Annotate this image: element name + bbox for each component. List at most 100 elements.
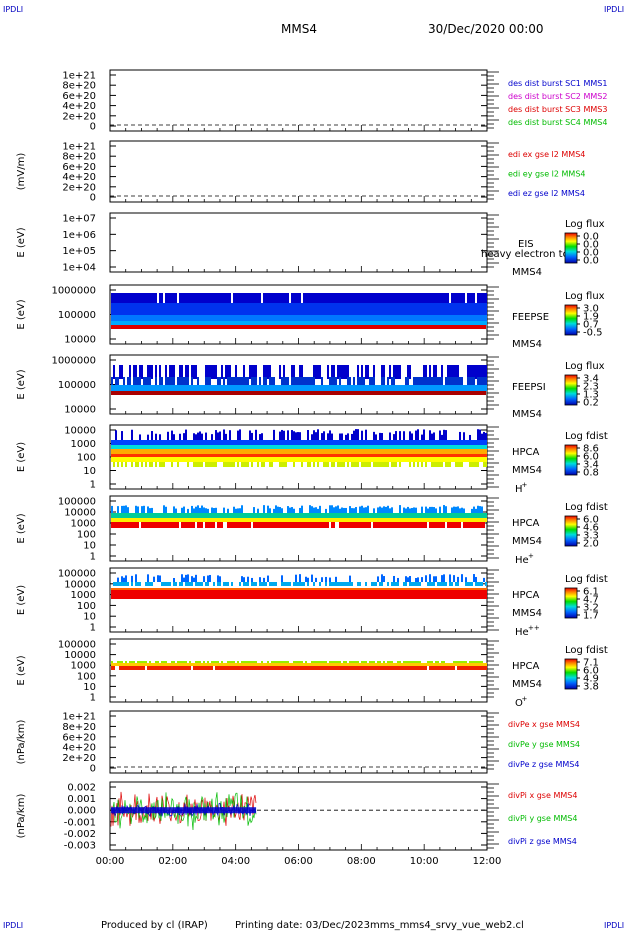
spec-feepse-top bbox=[203, 293, 205, 303]
spec-o-yellow bbox=[163, 663, 165, 666]
spec-he2-red bbox=[223, 590, 225, 599]
spec-feepsi-dots2 bbox=[223, 377, 225, 387]
spec-he-red bbox=[161, 522, 163, 528]
spec-feepsi-dots2 bbox=[449, 377, 451, 387]
spec-h-yellow bbox=[383, 457, 385, 462]
spec-feepsi-dots2 bbox=[205, 377, 207, 387]
spec-he2-blue bbox=[207, 575, 209, 582]
spec-feepse-mid bbox=[363, 303, 365, 315]
spec-o-red bbox=[253, 666, 255, 670]
spec-he-yellow bbox=[293, 518, 295, 522]
spec-h-yellow bbox=[461, 457, 463, 462]
spec-feepse-mid bbox=[475, 303, 477, 315]
spec-feepse-mid bbox=[295, 303, 297, 315]
spec-he2-orange bbox=[431, 588, 433, 590]
spec-feepsi-blue bbox=[393, 385, 395, 391]
spec-feepsi-dots bbox=[361, 365, 363, 379]
spec-he-yellow bbox=[369, 518, 371, 522]
spec-he2-red bbox=[295, 590, 297, 599]
spec-h-blue bbox=[365, 429, 367, 440]
spec-feepsi-dots2 bbox=[457, 377, 459, 387]
spec-h-orange bbox=[389, 449, 391, 454]
spec-he2-red bbox=[353, 590, 355, 599]
spec-h-blue bbox=[215, 430, 217, 440]
spec-o-green bbox=[253, 661, 255, 663]
spec-o-red bbox=[429, 666, 431, 670]
colorbar-feepse bbox=[564, 304, 578, 336]
spec-o-green bbox=[353, 661, 355, 663]
spec-he-yellow bbox=[473, 518, 475, 522]
spec-feepse-low bbox=[177, 315, 179, 321]
spec-h-blue bbox=[321, 433, 323, 440]
spec-he2-cyan bbox=[359, 582, 361, 586]
spec-feepsi-dots2 bbox=[145, 377, 147, 387]
spec-h-yellow bbox=[377, 457, 379, 462]
spec-he-teal bbox=[113, 513, 115, 518]
spec-feepse-mid bbox=[341, 303, 343, 315]
spec-he2-blue bbox=[429, 574, 431, 582]
spec-he-red bbox=[351, 522, 353, 528]
spec-feepsi-dots2 bbox=[283, 377, 285, 387]
spec-o-yellow bbox=[183, 663, 185, 666]
spec-feepse-low bbox=[263, 315, 265, 321]
spec-h-red bbox=[143, 454, 145, 457]
spec-h-orange bbox=[335, 449, 337, 454]
spec-he-blue bbox=[309, 505, 311, 513]
spec-he-blue bbox=[351, 508, 353, 513]
spec-he2-red bbox=[473, 590, 475, 599]
spec-feepse-mid bbox=[287, 303, 289, 315]
spec-feepse-low bbox=[223, 315, 225, 321]
spec-feepsi-dots bbox=[121, 365, 123, 379]
spec-o-yellow bbox=[353, 663, 355, 666]
spec-feepse-cyan bbox=[323, 321, 325, 325]
spec-he-blue bbox=[319, 505, 321, 513]
spec-he-yellow bbox=[343, 518, 345, 522]
spec-h-cyan bbox=[205, 445, 207, 449]
spec-o-red bbox=[277, 666, 279, 670]
spec-h-red bbox=[349, 454, 351, 457]
spec-feepse-mid bbox=[205, 303, 207, 315]
spec-o-red bbox=[399, 666, 401, 670]
spec-o-green bbox=[301, 661, 303, 663]
spec-h-yellowgreen bbox=[301, 462, 303, 467]
spec-feepsi-blue bbox=[159, 385, 161, 391]
spec-h-cyan bbox=[269, 445, 271, 449]
spec-feepsi-blue bbox=[279, 385, 281, 391]
spec-h-blue2 bbox=[189, 440, 191, 445]
spec-feepsi-blue bbox=[433, 385, 435, 391]
spec-h-yellowgreen bbox=[375, 462, 377, 467]
spec-h-orange bbox=[179, 449, 181, 454]
spec-feepse-top bbox=[415, 293, 417, 303]
spec-feepse-mid bbox=[115, 303, 117, 315]
spec-o-green bbox=[267, 661, 269, 663]
spec-he2-red bbox=[431, 590, 433, 599]
spec-o-red bbox=[209, 666, 211, 670]
colorbar-hpca-he bbox=[564, 515, 578, 547]
spec-feepsi-dots bbox=[481, 365, 483, 379]
spec-h-yellowgreen bbox=[461, 462, 463, 467]
spec-he2-blue bbox=[383, 576, 385, 582]
spec-he-red bbox=[239, 522, 241, 528]
spec-he2-red bbox=[383, 590, 385, 599]
spec-feepsi-dots2 bbox=[433, 377, 435, 387]
spec-h-blue2 bbox=[447, 440, 449, 445]
spec-feepse-low bbox=[211, 315, 213, 321]
spec-he-teal bbox=[465, 513, 467, 518]
spec-he2-orange bbox=[159, 588, 161, 590]
spec-o-green bbox=[405, 661, 407, 663]
spec-o-red bbox=[235, 666, 237, 670]
spec-h-blue2 bbox=[347, 440, 349, 445]
spec-o-yellow bbox=[425, 663, 427, 666]
spec-o-yellow bbox=[369, 663, 371, 666]
spec-h-yellow bbox=[221, 457, 223, 462]
spec-feepsi-dots bbox=[381, 365, 383, 379]
spec-feepse-cyan bbox=[317, 321, 319, 325]
spec-feepsi-blue bbox=[315, 385, 317, 391]
spec-feepse-cyan bbox=[259, 321, 261, 325]
spec-feepse-cyan bbox=[437, 321, 439, 325]
spec-h-orange bbox=[421, 449, 423, 454]
spec-feepse-cyan bbox=[383, 321, 385, 325]
spec-he2-red bbox=[403, 590, 405, 599]
spec-feepsi-dots bbox=[479, 365, 481, 379]
spec-feepsi-dots2 bbox=[115, 377, 117, 387]
